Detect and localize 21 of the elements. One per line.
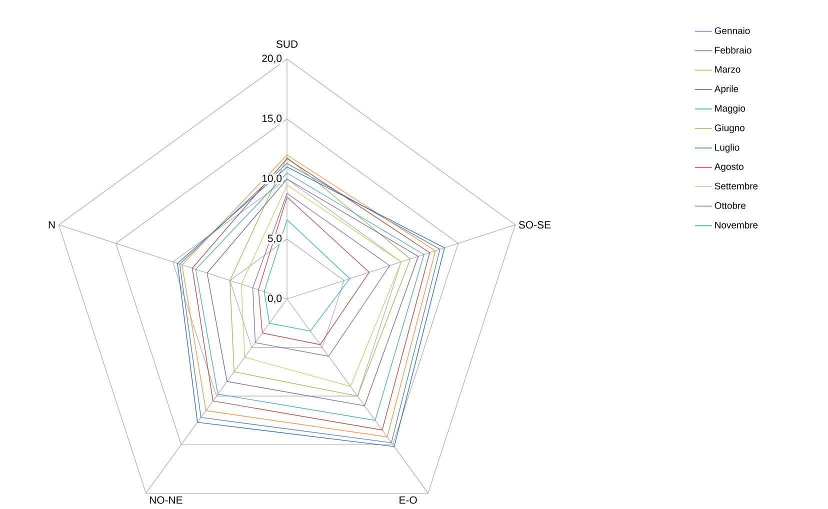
y-tick-label: 5,0 — [268, 234, 282, 244]
spoke-label: NO-NE — [150, 496, 182, 504]
legend-label: Maggio — [715, 104, 746, 114]
legend-label: Settembre — [714, 182, 758, 190]
y-tick-label: 10,0 — [262, 174, 282, 184]
y-tick-label: 20,0 — [262, 54, 282, 64]
legend-label: Marzo — [715, 66, 740, 73]
spoke-label: N — [48, 221, 55, 228]
spoke-label: SO-SE — [518, 221, 551, 229]
legend-label: Febbraio — [715, 46, 752, 54]
legend-label: Novembre — [715, 221, 758, 228]
y-tick-label: 15,0 — [262, 114, 282, 124]
spoke-label: E-O — [400, 496, 417, 504]
legend-label: Ottobre — [714, 202, 746, 209]
y-tick-label: 0,0 — [268, 294, 282, 304]
legend-label: Luglio — [715, 144, 740, 153]
spoke-label: SUD — [276, 40, 298, 48]
legend-label: Gennaio — [714, 27, 750, 34]
legend-label: Aprile — [714, 85, 738, 94]
legend-label: Giugno — [714, 124, 745, 134]
legend-label: Agosto — [714, 163, 744, 172]
